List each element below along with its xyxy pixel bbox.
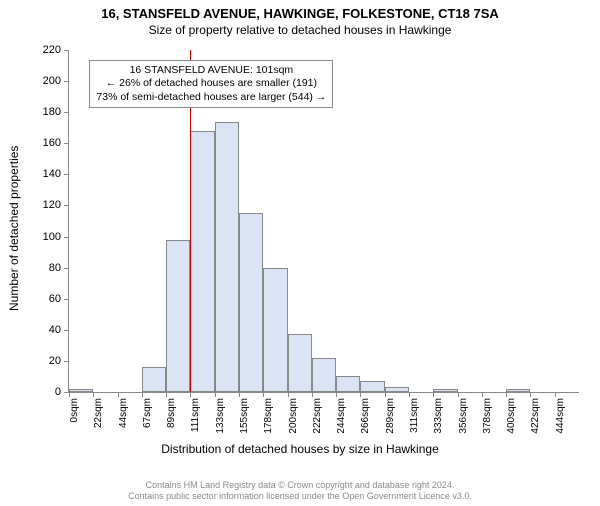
x-tick-label: 266sqm — [360, 398, 371, 434]
annotation-line: 16 STANSFELD AVENUE: 101sqm — [96, 64, 326, 77]
x-tick-label: 333sqm — [433, 398, 444, 434]
histogram-bar — [312, 358, 336, 392]
histogram-bar — [506, 389, 530, 392]
footer-line-2: Contains public sector information licen… — [0, 491, 600, 502]
y-tick-label: 200 — [43, 75, 61, 87]
y-tick-label: 20 — [49, 355, 61, 367]
y-tick-label: 120 — [43, 199, 61, 211]
histogram-plot: 0204060801001201401601802002200sqm22sqm4… — [68, 50, 579, 393]
y-tick — [64, 237, 69, 238]
x-tick — [360, 392, 361, 397]
histogram-bar — [190, 131, 214, 392]
x-tick — [118, 392, 119, 397]
y-tick-label: 160 — [43, 137, 61, 149]
x-tick — [458, 392, 459, 397]
x-axis-title: Distribution of detached houses by size … — [0, 442, 600, 456]
page-subtitle: Size of property relative to detached ho… — [0, 23, 600, 37]
y-tick — [64, 330, 69, 331]
x-tick — [385, 392, 386, 397]
histogram-bar — [69, 389, 93, 392]
y-tick-label: 220 — [43, 44, 61, 56]
x-tick — [409, 392, 410, 397]
histogram-bar — [336, 376, 360, 392]
x-tick-label: 67sqm — [142, 398, 153, 428]
x-tick-label: 444sqm — [555, 398, 566, 434]
footer-attribution: Contains HM Land Registry data © Crown c… — [0, 480, 600, 502]
x-tick-label: 244sqm — [336, 398, 347, 434]
x-tick-label: 356sqm — [458, 398, 469, 434]
y-tick-label: 80 — [49, 262, 61, 274]
x-tick — [93, 392, 94, 397]
histogram-bar — [288, 334, 312, 392]
y-tick-label: 60 — [49, 293, 61, 305]
x-tick — [433, 392, 434, 397]
x-tick-label: 22sqm — [93, 398, 104, 428]
x-tick — [555, 392, 556, 397]
x-tick-label: 133sqm — [215, 398, 226, 434]
histogram-bar — [263, 268, 287, 392]
y-tick — [64, 143, 69, 144]
x-tick — [288, 392, 289, 397]
y-tick — [64, 50, 69, 51]
y-tick-label: 140 — [43, 168, 61, 180]
annotation-line: ← 26% of detached houses are smaller (19… — [96, 77, 326, 90]
x-tick-label: 44sqm — [118, 398, 129, 428]
y-tick-label: 180 — [43, 106, 61, 118]
x-tick — [482, 392, 483, 397]
y-tick — [64, 361, 69, 362]
x-tick-label: 155sqm — [239, 398, 250, 434]
histogram-bar — [166, 240, 190, 392]
x-tick-label: 89sqm — [166, 398, 177, 428]
annotation-line: 73% of semi-detached houses are larger (… — [96, 91, 326, 104]
x-tick — [263, 392, 264, 397]
x-tick — [530, 392, 531, 397]
x-tick-label: 222sqm — [312, 398, 323, 434]
x-tick-label: 200sqm — [288, 398, 299, 434]
histogram-bar — [385, 387, 409, 392]
y-tick — [64, 112, 69, 113]
x-tick — [506, 392, 507, 397]
x-tick — [142, 392, 143, 397]
x-tick — [69, 392, 70, 397]
histogram-bar — [433, 389, 457, 392]
y-tick-label: 100 — [43, 231, 61, 243]
histogram-bar — [142, 367, 166, 392]
x-tick-label: 311sqm — [409, 398, 420, 433]
x-tick-label: 400sqm — [506, 398, 517, 434]
x-tick-label: 422sqm — [530, 398, 541, 434]
x-tick — [312, 392, 313, 397]
annotation-box: 16 STANSFELD AVENUE: 101sqm← 26% of deta… — [89, 60, 333, 107]
page-title: 16, STANSFELD AVENUE, HAWKINGE, FOLKESTO… — [0, 6, 600, 21]
histogram-bar — [215, 122, 239, 392]
histogram-bar — [239, 213, 263, 392]
footer-line-1: Contains HM Land Registry data © Crown c… — [0, 480, 600, 491]
y-tick — [64, 205, 69, 206]
y-tick — [64, 268, 69, 269]
x-tick-label: 111sqm — [190, 398, 201, 432]
x-tick-label: 0sqm — [69, 398, 80, 422]
y-axis-title: Number of detached properties — [7, 146, 21, 311]
y-tick-label: 40 — [49, 324, 61, 336]
x-tick — [239, 392, 240, 397]
x-tick — [336, 392, 337, 397]
x-tick — [166, 392, 167, 397]
x-tick — [190, 392, 191, 397]
y-tick-label: 0 — [55, 386, 61, 398]
y-tick — [64, 299, 69, 300]
y-tick — [64, 174, 69, 175]
y-tick — [64, 81, 69, 82]
x-tick-label: 178sqm — [263, 398, 274, 434]
histogram-bar — [360, 381, 384, 392]
x-tick-label: 378sqm — [482, 398, 493, 434]
x-tick-label: 289sqm — [385, 398, 396, 434]
x-tick — [215, 392, 216, 397]
chart-container: 16, STANSFELD AVENUE, HAWKINGE, FOLKESTO… — [0, 6, 600, 506]
